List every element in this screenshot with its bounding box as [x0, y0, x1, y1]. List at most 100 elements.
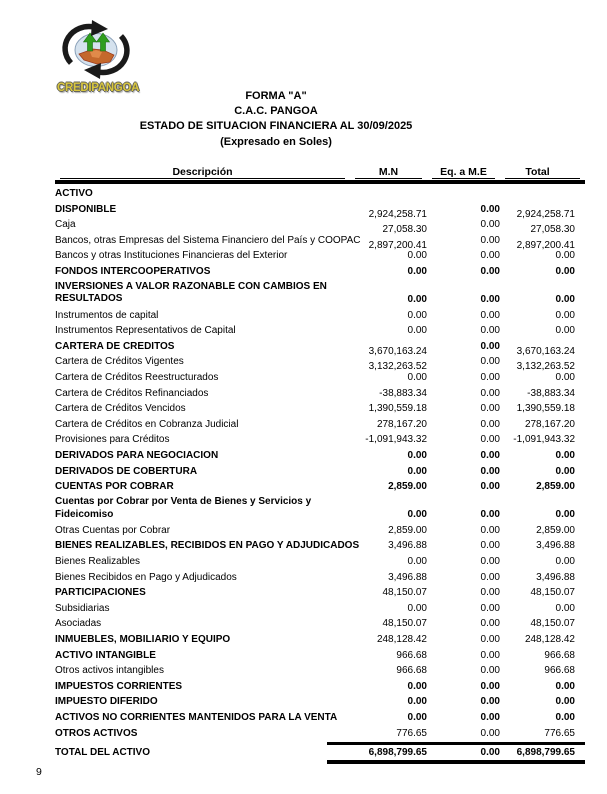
row-label: DISPONIBLE — [55, 203, 117, 215]
row-value-mn: 0.00 — [407, 450, 427, 461]
row-value-total: 0.00 — [555, 555, 575, 567]
row-value-total: 0.00 — [555, 696, 575, 708]
row-value-total: 0.00 — [555, 509, 575, 521]
table-row: Cartera de Créditos Vencidos 1,390,559.18… — [55, 400, 585, 416]
row-value-eq: 0.00 — [480, 587, 500, 599]
statement-title: ESTADO DE SITUACION FINANCIERA AL 30/09/… — [139, 120, 413, 133]
row-value-eq: 0.00 — [480, 747, 500, 758]
row-value-total: 6,898,799.65 — [516, 747, 575, 758]
row-label: DERIVADOS PARA NEGOCIACION — [55, 450, 219, 461]
row-value-total: 2,859.00 — [536, 524, 575, 536]
table-row: Provisiones para Créditos -1,091,943.32 0.… — [55, 431, 585, 447]
table-row: IMPUESTOS CORRIENTES 0.00 0.00 0.00 — [55, 677, 585, 693]
row-value-total: 48,150.07 — [530, 587, 576, 599]
row-value-total: 0.00 — [555, 711, 575, 723]
row-value-mn: 0.00 — [407, 294, 427, 306]
row-value-mn: 0.00 — [407, 372, 427, 384]
row-label: BIENES REALIZABLES, RECIBIDOS EN PAGO Y … — [55, 540, 360, 552]
row-label: Instrumentos Representativos de Capital — [55, 325, 236, 337]
table-row: ACTIVO INTANGIBLE 966.68 0.00 966.68 — [55, 646, 585, 662]
row-value-total: 48,150.07 — [530, 618, 576, 630]
row-value-mn: 3,132,263.52 — [368, 361, 427, 373]
row-value-mn: 776.65 — [396, 727, 427, 739]
row-value-total: 0.00 — [555, 372, 575, 384]
row-value-total: 2,897,200.41 — [516, 239, 575, 251]
table-row: Instrumentos de capital 0.00 0.00 0.00 — [55, 306, 585, 322]
row-value-total: 2,859.00 — [536, 481, 575, 493]
row-label: Subsidiarias — [55, 602, 110, 614]
row-value-mn: 48,150.07 — [382, 587, 428, 599]
row-label: IMPUESTOS CORRIENTES — [55, 680, 183, 692]
credipangoa-emblem-icon — [62, 20, 130, 79]
table-row: INMUEBLES, MOBILIARIO Y EQUIPO 248,128.42… — [55, 630, 585, 646]
column-header-mn: M.N — [350, 165, 427, 179]
row-value-eq: 0.00 — [480, 602, 500, 614]
row-value-total: 2,924,258.71 — [516, 208, 575, 220]
page-number: 9 — [36, 766, 42, 778]
row-value-eq: 0.00 — [480, 234, 500, 246]
row-label: Bienes Realizables — [55, 555, 141, 567]
row-value-eq: 0.00 — [480, 711, 500, 723]
row-value-eq: 0.00 — [480, 266, 500, 278]
table-row: Instrumentos Representativos de Capital 0… — [55, 322, 585, 338]
row-value-mn: 0.00 — [407, 696, 427, 708]
row-label: Bancos y otras Instituciones Financieras… — [55, 250, 288, 262]
table-row: Caja 27,058.30 0.00 27,058.30 — [55, 216, 585, 236]
row-value-total: 248,128.42 — [524, 633, 575, 645]
table-row: Asociadas 48,150.07 0.00 48,150.07 — [55, 615, 585, 631]
table-row: Cartera de Créditos en Cobranza Judicial… — [55, 415, 585, 431]
cycle-arrows-icon — [62, 20, 130, 79]
growth-arrows-icon — [82, 32, 111, 52]
row-label: Cartera de Créditos Reestructurados — [55, 372, 219, 384]
row-label: ACTIVOS NO CORRIENTES MANTENIDOS PARA LA… — [55, 711, 338, 723]
row-value-mn: 0.00 — [407, 555, 427, 567]
row-value-eq: 0.00 — [480, 618, 500, 630]
row-value-eq: 0.00 — [480, 309, 500, 321]
row-value-total: 3,496.88 — [536, 540, 575, 552]
table-total-row: TOTAL DEL ACTIVO 6,898,799.65 0.00 6,898,79… — [55, 741, 585, 764]
row-value-eq: 0.00 — [480, 387, 500, 399]
table-header-row: Descripción M.N Eq. a M.E Total — [55, 162, 585, 179]
table-row: CARTERA DE CREDITOS 3,670,163.24 0.00 3,670… — [55, 337, 585, 357]
row-value-total: 0.00 — [555, 680, 575, 692]
row-label: CARTERA DE CREDITOS — [55, 340, 175, 352]
row-value-eq: 0.00 — [480, 509, 500, 521]
row-value-eq: 0.00 — [480, 250, 500, 262]
row-value-mn: 0.00 — [407, 509, 427, 521]
row-value-total: 3,496.88 — [536, 571, 575, 583]
row-value-total: 0.00 — [555, 465, 575, 477]
row-value-mn: 248,128.42 — [376, 633, 427, 645]
row-value-eq: 0.00 — [480, 555, 500, 567]
row-value-mn: 966.68 — [396, 665, 427, 677]
row-value-eq: 0.00 — [480, 203, 500, 215]
row-value-mn: 3,496.88 — [388, 571, 427, 583]
row-value-eq: 0.00 — [480, 649, 500, 661]
row-label: Cartera de Créditos en Cobranza Judicial — [55, 418, 239, 430]
row-value-total: 0.00 — [555, 294, 575, 306]
row-value-mn: 27,058.30 — [382, 224, 428, 236]
table-row: Cartera de Créditos Refinanciados -38,883… — [55, 384, 585, 400]
row-value-eq: 0.00 — [480, 434, 500, 446]
row-value-total: 776.65 — [544, 727, 575, 739]
row-label: Cuentas por Cobrar por Venta de Bienes y… — [55, 496, 312, 520]
row-value-eq: 0.00 — [480, 340, 500, 352]
row-label: CUENTAS POR COBRAR — [55, 481, 174, 493]
row-value-eq: 0.00 — [480, 633, 500, 645]
logo: CREDIPANGOA — [55, 14, 155, 104]
row-value-mn: 2,859.00 — [388, 524, 427, 536]
table-row: Otras Cuentas por Cobrar 2,859.00 0.00 2,85… — [55, 521, 585, 537]
row-value-mn: 0.00 — [407, 465, 427, 477]
row-value-mn: 0.00 — [407, 309, 427, 321]
row-value-total: 1,390,559.18 — [516, 403, 575, 415]
row-value-total: 3,132,263.52 — [516, 361, 575, 373]
row-label: Cartera de Créditos Refinanciados — [55, 387, 209, 399]
table-row: OTROS ACTIVOS 776.65 0.00 776.65 — [55, 724, 585, 740]
row-value-mn: 3,496.88 — [388, 540, 427, 552]
row-label: Provisiones para Créditos — [55, 434, 170, 446]
row-value-mn: 0.00 — [407, 325, 427, 337]
row-value-eq: 0.00 — [480, 696, 500, 708]
row-value-mn: 0.00 — [407, 266, 427, 278]
table-row: DERIVADOS PARA NEGOCIACION 0.00 0.00 0.00 — [55, 446, 585, 462]
row-label: FONDOS INTERCOOPERATIVOS — [55, 266, 211, 278]
